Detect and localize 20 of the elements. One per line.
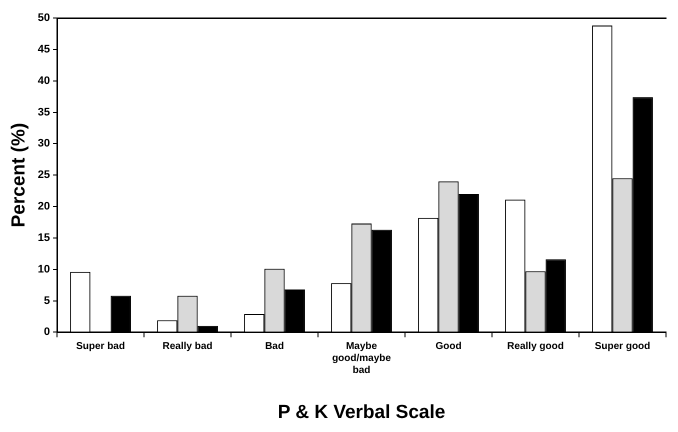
x-tick-label: Good xyxy=(435,340,462,352)
x-tick-label: Super bad xyxy=(76,340,125,352)
x-tick-label: Super good xyxy=(594,340,650,352)
y-tick-label: 5 xyxy=(44,294,50,307)
y-tick-label: 30 xyxy=(38,138,50,150)
x-axis-title: P & K Verbal Scale xyxy=(278,402,446,423)
y-tick-label: 25 xyxy=(38,169,50,182)
y-tick-label: 40 xyxy=(38,74,50,87)
y-axis-title: Percent (%) xyxy=(8,122,30,228)
x-tick-label: Really bad xyxy=(162,340,213,352)
x-tick-label: Bad xyxy=(265,340,284,352)
y-tick-label: 0 xyxy=(44,326,50,338)
y-tick-label: 35 xyxy=(38,106,50,118)
x-tick-label: Maybe good/maybe bad xyxy=(332,340,392,376)
y-tick-label: 45 xyxy=(38,43,50,56)
x-tick-label: Really good xyxy=(507,340,564,352)
y-tick-label: 15 xyxy=(38,232,50,244)
y-tick-label: 10 xyxy=(38,263,50,276)
y-tick-label: 20 xyxy=(38,200,50,213)
y-tick-label: 50 xyxy=(38,12,50,24)
